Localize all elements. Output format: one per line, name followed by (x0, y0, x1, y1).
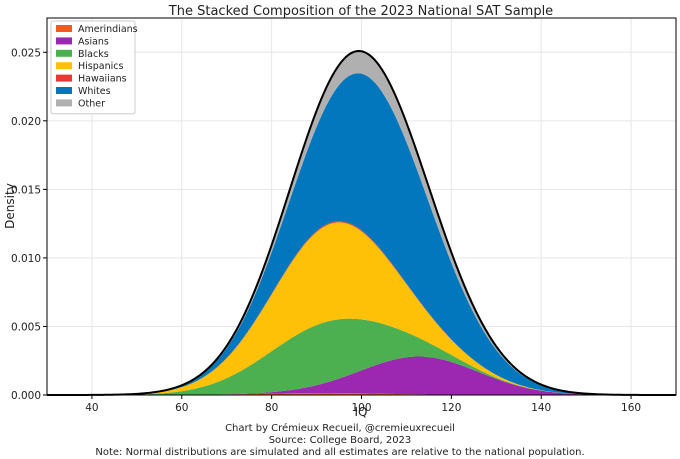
legend-swatch-other (56, 99, 72, 107)
x-tick-label: 60 (175, 402, 188, 414)
area-amerindians (47, 393, 676, 395)
area-asians (47, 356, 676, 395)
source-caption: Source: College Board, 2023 (268, 435, 412, 446)
y-tick-label: 0.010 (11, 253, 41, 265)
area-blacks (47, 318, 676, 395)
legend-label-amerindians: Amerindians (78, 24, 138, 35)
credit-caption: Chart by Crémieux Recueil, @cremieuxrecu… (225, 423, 455, 434)
legend-swatch-asians (56, 37, 72, 45)
legend-label-asians: Asians (78, 36, 109, 47)
x-tick-label: 140 (531, 402, 551, 414)
y-tick-label: 0.000 (11, 390, 41, 402)
x-axis-title: IQ (355, 405, 368, 419)
area-layer (47, 51, 676, 395)
legend-label-hawaiians: Hawaiians (78, 74, 127, 85)
legend-swatch-whites (56, 87, 72, 94)
legend-label-blacks: Blacks (78, 49, 109, 60)
x-tick-label: 40 (85, 402, 98, 414)
note-caption: Note: Normal distributions are simulated… (95, 447, 585, 458)
y-tick-label: 0.020 (11, 116, 41, 128)
legend-label-other: Other (78, 98, 105, 109)
chart-title: The Stacked Composition of the 2023 Nati… (168, 4, 553, 19)
legend-label-whites: Whites (78, 86, 111, 97)
y-tick-label: 0.025 (11, 47, 41, 59)
x-tick-label: 80 (265, 402, 278, 414)
x-tick-label: 160 (621, 402, 641, 414)
axis-ticks: 40 60 80 100 120 140 160 0.000 0.005 0.010 0.015 0.… (11, 47, 641, 414)
y-tick-label: 0.005 (11, 321, 41, 333)
area-hispanics (47, 222, 676, 395)
x-tick-label: 100 (351, 402, 371, 414)
legend-swatch-hispanics (56, 62, 72, 70)
y-tick-label: 0.015 (11, 184, 41, 196)
legend-swatch-hawaiians (56, 74, 72, 82)
area-whites (47, 73, 676, 395)
x-tick-label: 120 (441, 402, 461, 414)
legend-swatch-amerindians (56, 25, 72, 32)
legend-label-hispanics: Hispanics (78, 61, 123, 72)
legend-swatch-blacks (56, 49, 72, 57)
total-density-outline (47, 50, 677, 396)
y-axis-title: Density (3, 183, 17, 229)
